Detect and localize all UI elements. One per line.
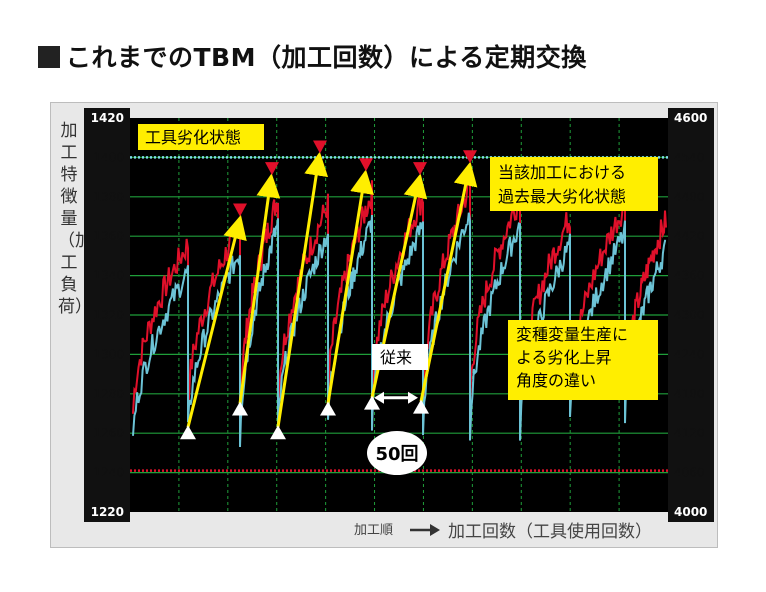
- degradation-arrow: [419, 161, 478, 402]
- page-title: これまでのTBM（加工回数）による定期交換: [38, 38, 587, 74]
- conventional-label: 従来: [380, 348, 412, 367]
- interval-arrow-head-left: [374, 391, 384, 404]
- tool-state-box: [138, 124, 264, 150]
- y-left-tick-label: 1300: [93, 347, 124, 361]
- interval-circle: [367, 431, 427, 475]
- y-right-tick-label: 4060: [674, 466, 705, 480]
- end-triangle-marker: [265, 162, 279, 176]
- y-right-tick-label: 4180: [674, 387, 705, 401]
- y-right-tick-label: 4360: [674, 269, 705, 283]
- y-right-tick-label: 4600: [674, 111, 707, 125]
- y-right-tick-label: 4480: [674, 190, 705, 204]
- y-right-tick-label: 4540: [674, 150, 705, 164]
- variable-production-label: よる劣化上昇: [516, 348, 612, 367]
- variable-production-label: 角度の違い: [516, 371, 596, 390]
- variable-production-label: 変種変量生産に: [516, 325, 628, 344]
- end-triangle-marker: [233, 203, 247, 217]
- y-left-tick-label: 1320: [93, 308, 124, 322]
- degradation-arrow: [276, 151, 329, 428]
- end-triangle-marker: [313, 140, 327, 154]
- interval-label: 50回: [375, 444, 418, 465]
- past-max-label: 当該加工における: [498, 163, 626, 182]
- degradation-arrow: [326, 169, 374, 404]
- y-right-tick-label: 4000: [674, 505, 707, 519]
- y-right-tick-label: 4420: [674, 229, 705, 243]
- tool-state-label: 工具劣化状態: [145, 128, 241, 147]
- variable-production-box: [508, 320, 658, 400]
- x-order-arrow-head: [430, 524, 440, 536]
- y-left-tick-label: 1340: [93, 269, 124, 283]
- y-left-tick-label: 1360: [93, 229, 124, 243]
- y-left-tick-label: 1380: [93, 190, 124, 204]
- title-square-icon: [38, 46, 60, 68]
- degradation-arrow: [186, 214, 247, 428]
- end-triangle-marker: [359, 158, 373, 172]
- conventional-box: [372, 344, 428, 370]
- y-left-tick-label: 1220: [91, 505, 124, 519]
- past-max-label: 過去最大劣化状態: [498, 187, 626, 206]
- y-left-tick-label: 1240: [93, 466, 124, 480]
- start-triangle-marker: [270, 425, 286, 440]
- start-triangle-marker: [413, 399, 429, 414]
- start-triangle-marker: [180, 425, 196, 440]
- x-order-label: 加工順: [354, 523, 393, 538]
- interval-arrow-head-right: [408, 391, 418, 404]
- y-right-tick-label: 4120: [674, 426, 705, 440]
- y-right-tick-label: 4300: [674, 308, 705, 322]
- start-triangle-marker: [232, 401, 248, 416]
- y-left-tick-label: 1420: [91, 111, 124, 125]
- y-right-tick-label: 4240: [674, 347, 705, 361]
- end-triangle-marker: [413, 162, 427, 176]
- past-max-box: [490, 157, 658, 211]
- start-triangle-marker: [364, 395, 380, 410]
- right-axis-bar: [668, 108, 714, 522]
- y-left-tick-label: 1260: [93, 426, 124, 440]
- end-triangle-marker: [463, 150, 477, 164]
- left-axis-bar: [84, 108, 130, 522]
- x-axis-label: 加工回数（工具使用回数）: [448, 521, 652, 542]
- start-triangle-marker: [320, 401, 336, 416]
- degradation-arrow: [238, 173, 281, 404]
- y-left-tick-label: 1400: [93, 150, 124, 164]
- y-left-tick-label: 1280: [93, 387, 124, 401]
- title-text: これまでのTBM（加工回数）による定期交換: [66, 43, 587, 72]
